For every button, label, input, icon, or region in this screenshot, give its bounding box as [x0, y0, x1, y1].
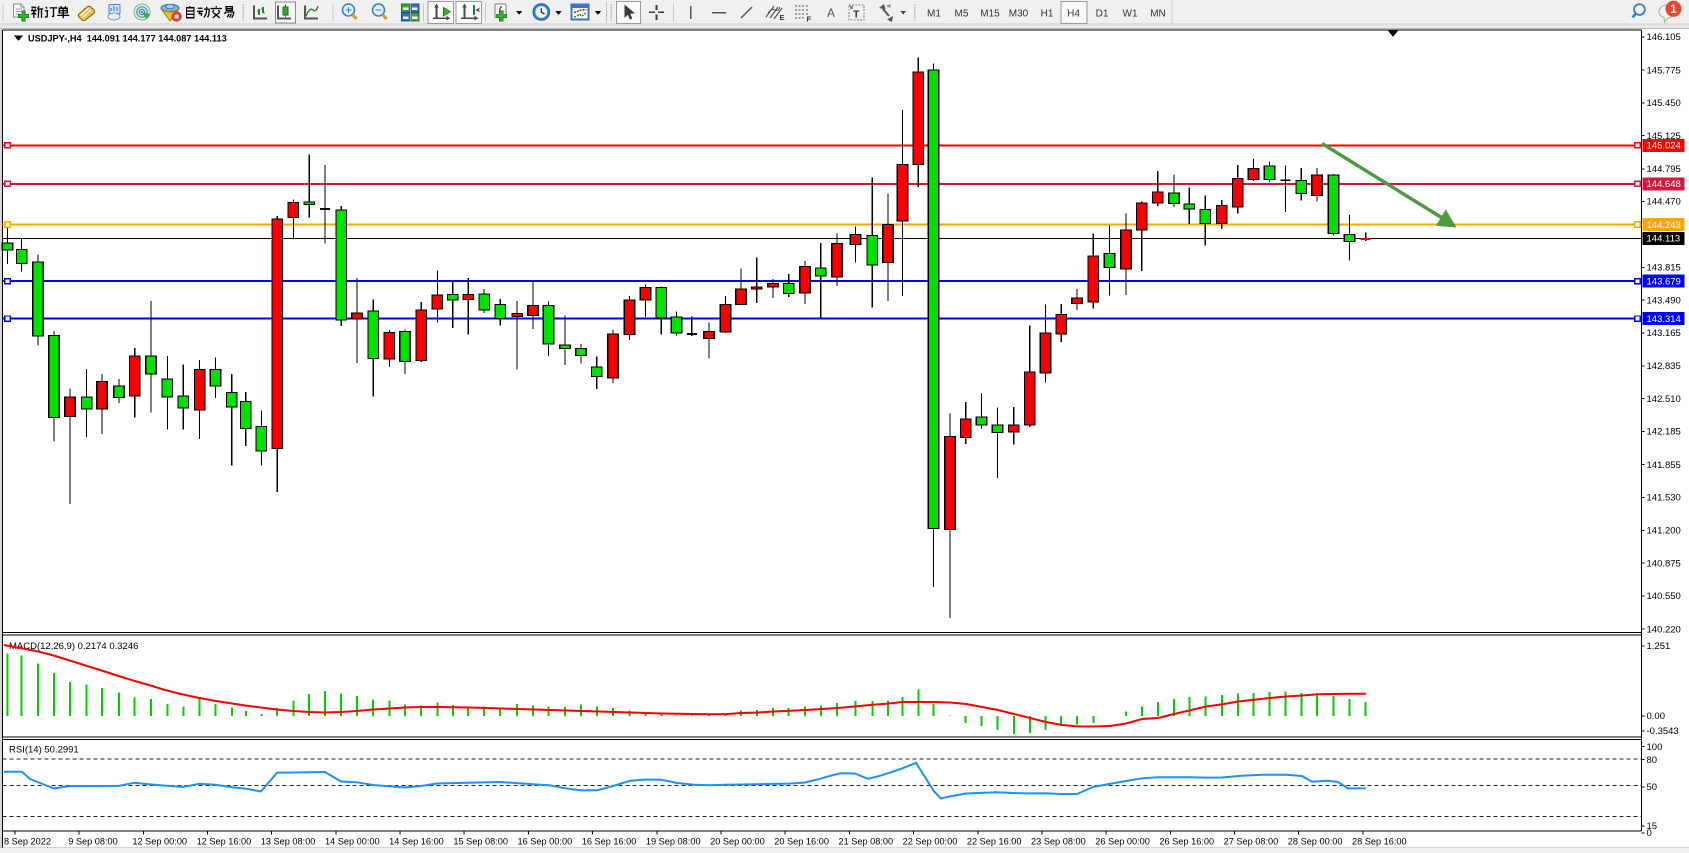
- svg-text:80: 80: [1647, 755, 1658, 766]
- svg-text:143.165: 143.165: [1647, 328, 1681, 339]
- svg-text:E: E: [780, 13, 785, 22]
- svg-text:144.648: 144.648: [1647, 179, 1681, 190]
- svg-text:15 Sep 08:00: 15 Sep 08:00: [453, 836, 508, 846]
- svg-text:23 Sep 08:00: 23 Sep 08:00: [1031, 836, 1086, 846]
- svg-text:16 Sep 00:00: 16 Sep 00:00: [518, 836, 573, 846]
- svg-text:MACD(12,26,9) 0.2174 0.3246: MACD(12,26,9) 0.2174 0.3246: [9, 641, 138, 652]
- svg-text:145.024: 145.024: [1647, 141, 1681, 152]
- svg-text:141.200: 141.200: [1647, 526, 1681, 537]
- svg-text:M15: M15: [980, 9, 1000, 20]
- svg-text:28 Sep 00:00: 28 Sep 00:00: [1288, 836, 1343, 846]
- svg-text:28 Sep 16:00: 28 Sep 16:00: [1352, 836, 1407, 846]
- svg-text:145.125: 145.125: [1647, 131, 1681, 142]
- svg-text:M30: M30: [1009, 9, 1029, 20]
- svg-text:143.490: 143.490: [1647, 295, 1681, 306]
- svg-text:0: 0: [1647, 828, 1652, 839]
- svg-text:26 Sep 16:00: 26 Sep 16:00: [1159, 836, 1214, 846]
- svg-text:145.450: 145.450: [1647, 98, 1681, 109]
- svg-text:141.855: 141.855: [1647, 460, 1681, 471]
- svg-text:M1: M1: [927, 9, 941, 20]
- svg-text:A: A: [827, 6, 835, 20]
- svg-text:13 Sep 08:00: 13 Sep 08:00: [261, 836, 316, 846]
- svg-text:22 Sep 16:00: 22 Sep 16:00: [967, 836, 1022, 846]
- svg-text:100: 100: [1647, 742, 1663, 753]
- svg-text:27 Sep 08:00: 27 Sep 08:00: [1224, 836, 1279, 846]
- svg-text:F: F: [807, 15, 812, 24]
- svg-text:144.113: 144.113: [1647, 234, 1681, 245]
- svg-text:15: 15: [1647, 821, 1658, 832]
- svg-text:20 Sep 00:00: 20 Sep 00:00: [710, 836, 765, 846]
- svg-text:-0.3543: -0.3543: [1647, 726, 1679, 737]
- svg-text:12 Sep 16:00: 12 Sep 16:00: [197, 836, 252, 846]
- svg-text:142.185: 142.185: [1647, 427, 1681, 438]
- svg-text:145.775: 145.775: [1647, 65, 1681, 76]
- svg-text:144.795: 144.795: [1647, 164, 1681, 175]
- svg-text:9 Sep 08:00: 9 Sep 08:00: [68, 836, 118, 846]
- svg-text:143.679: 143.679: [1647, 277, 1681, 288]
- svg-text:140.220: 140.220: [1647, 624, 1681, 635]
- svg-text:19 Sep 08:00: 19 Sep 08:00: [646, 836, 701, 846]
- svg-text:T: T: [853, 9, 860, 21]
- svg-text:12 Sep 00:00: 12 Sep 00:00: [132, 836, 187, 846]
- svg-text:22 Sep 00:00: 22 Sep 00:00: [903, 836, 958, 846]
- svg-text:142.835: 142.835: [1647, 361, 1681, 372]
- svg-text:21 Sep 08:00: 21 Sep 08:00: [838, 836, 893, 846]
- svg-text:1: 1: [1670, 4, 1677, 16]
- svg-text:143.815: 143.815: [1647, 263, 1681, 274]
- svg-text:D1: D1: [1096, 9, 1109, 20]
- svg-text:H1: H1: [1041, 9, 1054, 20]
- svg-text:14 Sep 16:00: 14 Sep 16:00: [389, 836, 444, 846]
- svg-text:H4: H4: [1067, 9, 1080, 20]
- svg-text:14 Sep 00:00: 14 Sep 00:00: [325, 836, 380, 846]
- svg-text:1.251: 1.251: [1647, 641, 1671, 652]
- svg-text:RSI(14) 50.2991: RSI(14) 50.2991: [9, 745, 79, 756]
- svg-text:141.530: 141.530: [1647, 493, 1681, 504]
- svg-text:20 Sep 16:00: 20 Sep 16:00: [774, 836, 829, 846]
- svg-text:140.875: 140.875: [1647, 558, 1681, 569]
- svg-text:W1: W1: [1123, 9, 1138, 20]
- svg-text:140.550: 140.550: [1647, 591, 1681, 602]
- svg-text:MN: MN: [1150, 9, 1166, 20]
- svg-text:M5: M5: [955, 9, 969, 20]
- svg-text:USDJPY-,H4 144.091 144.177 14: USDJPY-,H4 144.091 144.177 144.087 144.1…: [28, 34, 227, 44]
- svg-text:146.105: 146.105: [1647, 32, 1681, 43]
- svg-text:144.470: 144.470: [1647, 197, 1681, 208]
- svg-text:16 Sep 16:00: 16 Sep 16:00: [582, 836, 637, 846]
- svg-text:142.510: 142.510: [1647, 394, 1681, 405]
- svg-text:143.314: 143.314: [1647, 314, 1681, 325]
- svg-text:26 Sep 00:00: 26 Sep 00:00: [1095, 836, 1150, 846]
- svg-text:8 Sep 2022: 8 Sep 2022: [4, 836, 51, 846]
- svg-text:144.243: 144.243: [1647, 220, 1681, 231]
- svg-text:0.00: 0.00: [1647, 711, 1666, 722]
- svg-text:50: 50: [1647, 782, 1658, 793]
